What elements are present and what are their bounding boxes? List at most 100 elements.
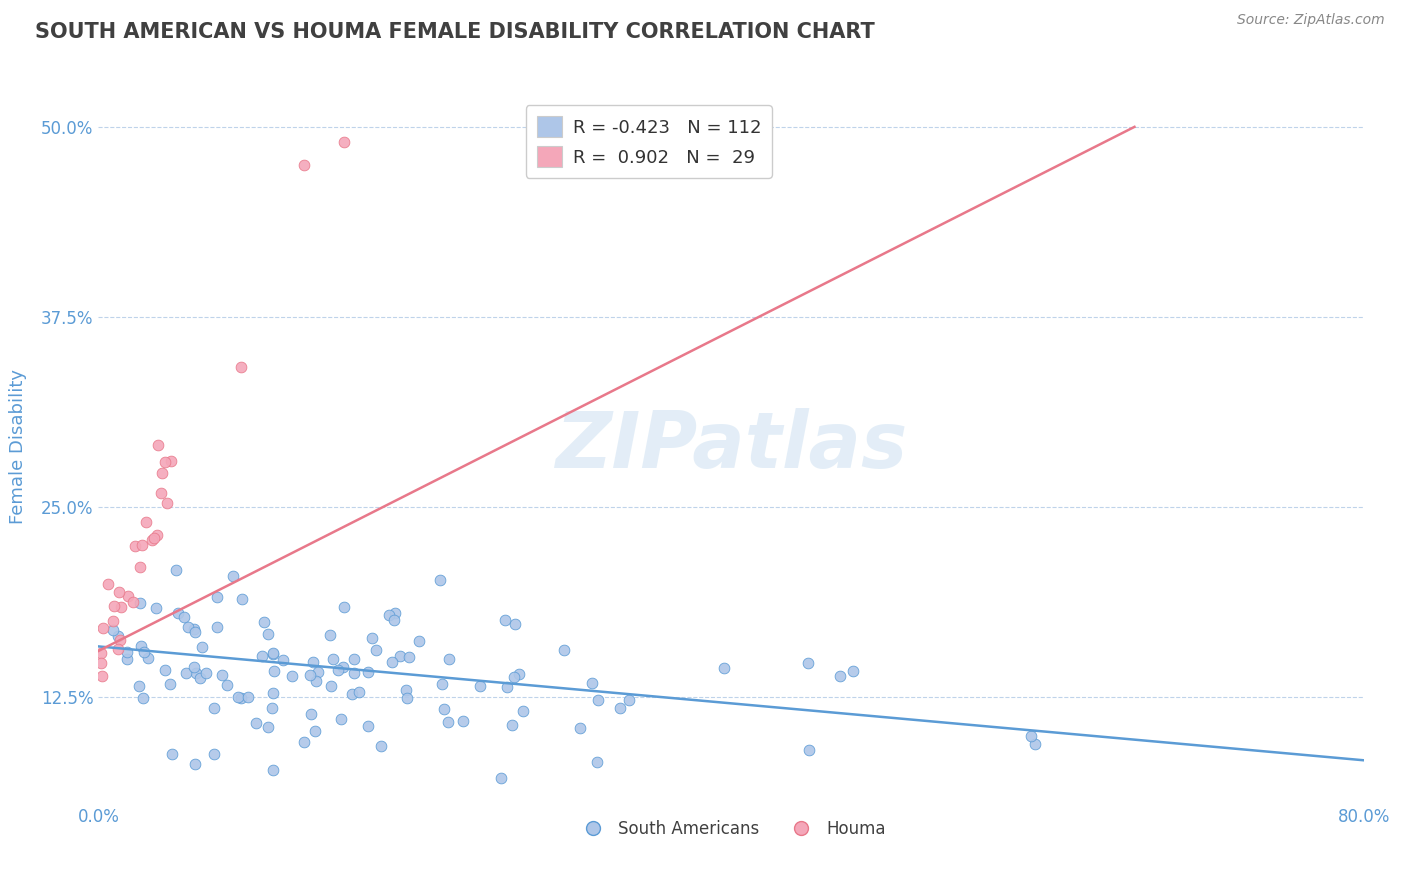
Point	[429, 573, 451, 587]
Text: ZIPatlas: ZIPatlas	[555, 408, 907, 484]
Point	[205, 620, 228, 634]
Point	[183, 623, 205, 637]
Point	[378, 607, 401, 622]
Point	[330, 712, 353, 726]
Point	[496, 680, 519, 694]
Point	[145, 601, 167, 615]
Point	[156, 496, 179, 510]
Point	[136, 651, 159, 665]
Point	[586, 692, 609, 706]
Point	[132, 691, 155, 706]
Text: Source: ZipAtlas.com: Source: ZipAtlas.com	[1237, 13, 1385, 28]
Point	[90, 669, 112, 683]
Point	[347, 685, 370, 699]
Point	[245, 715, 267, 730]
Point	[124, 539, 146, 553]
Point	[828, 669, 851, 683]
Point	[173, 609, 195, 624]
Point	[215, 678, 238, 692]
Point	[322, 652, 344, 666]
Point	[134, 515, 156, 529]
Point	[797, 657, 820, 671]
Point	[226, 690, 249, 705]
Point	[271, 653, 294, 667]
Point	[183, 756, 205, 771]
Point	[184, 624, 207, 639]
Point	[332, 136, 354, 150]
Point	[263, 664, 285, 678]
Point	[262, 686, 284, 700]
Point	[141, 533, 163, 547]
Point	[222, 568, 245, 582]
Point	[117, 651, 139, 665]
Point	[432, 701, 454, 715]
Point	[117, 645, 139, 659]
Point	[142, 532, 165, 546]
Point	[90, 656, 112, 670]
Point	[617, 693, 640, 707]
Point	[343, 652, 366, 666]
Point	[436, 715, 458, 730]
Point	[108, 632, 131, 647]
Point	[183, 660, 205, 674]
Point	[430, 677, 453, 691]
Point	[439, 651, 461, 665]
Point	[489, 771, 512, 785]
Point	[494, 613, 516, 627]
Point	[159, 676, 181, 690]
Point	[503, 617, 526, 632]
Point	[360, 632, 382, 646]
Point	[301, 707, 323, 722]
Point	[512, 705, 534, 719]
Point	[340, 686, 363, 700]
Point	[304, 723, 326, 738]
Point	[103, 614, 125, 628]
Point	[382, 613, 405, 627]
Point	[262, 764, 284, 778]
Point	[131, 538, 153, 552]
Point	[841, 665, 863, 679]
Point	[581, 675, 603, 690]
Point	[110, 600, 132, 615]
Point	[122, 595, 145, 609]
Point	[332, 660, 354, 674]
Point	[321, 679, 343, 693]
Point	[107, 642, 129, 657]
Point	[167, 606, 190, 620]
Point	[153, 663, 176, 677]
Point	[129, 596, 152, 610]
Point	[229, 690, 252, 705]
Point	[305, 674, 328, 689]
Point	[128, 679, 150, 693]
Point	[281, 669, 304, 683]
Point	[90, 646, 112, 660]
Point	[146, 528, 169, 542]
Point	[453, 714, 475, 728]
Point	[395, 682, 418, 697]
Point	[298, 668, 321, 682]
Point	[328, 664, 350, 678]
Point	[257, 627, 280, 641]
Point	[292, 158, 315, 172]
Point	[302, 656, 325, 670]
Point	[129, 639, 152, 653]
Point	[229, 360, 252, 375]
Y-axis label: Female Disability: Female Disability	[8, 368, 27, 524]
Point	[408, 634, 430, 648]
Point	[190, 671, 212, 685]
Point	[91, 621, 114, 635]
Point	[307, 665, 329, 680]
Point	[395, 690, 418, 705]
Point	[132, 644, 155, 658]
Point	[585, 755, 607, 769]
Point	[381, 655, 404, 669]
Text: SOUTH AMERICAN VS HOUMA FEMALE DISABILITY CORRELATION CHART: SOUTH AMERICAN VS HOUMA FEMALE DISABILIT…	[35, 22, 875, 42]
Point	[191, 640, 214, 655]
Point	[468, 679, 491, 693]
Point	[262, 701, 284, 715]
Point	[195, 666, 218, 681]
Point	[108, 584, 131, 599]
Legend: South Americans, Houma: South Americans, Houma	[569, 814, 893, 845]
Point	[609, 701, 631, 715]
Point	[292, 735, 315, 749]
